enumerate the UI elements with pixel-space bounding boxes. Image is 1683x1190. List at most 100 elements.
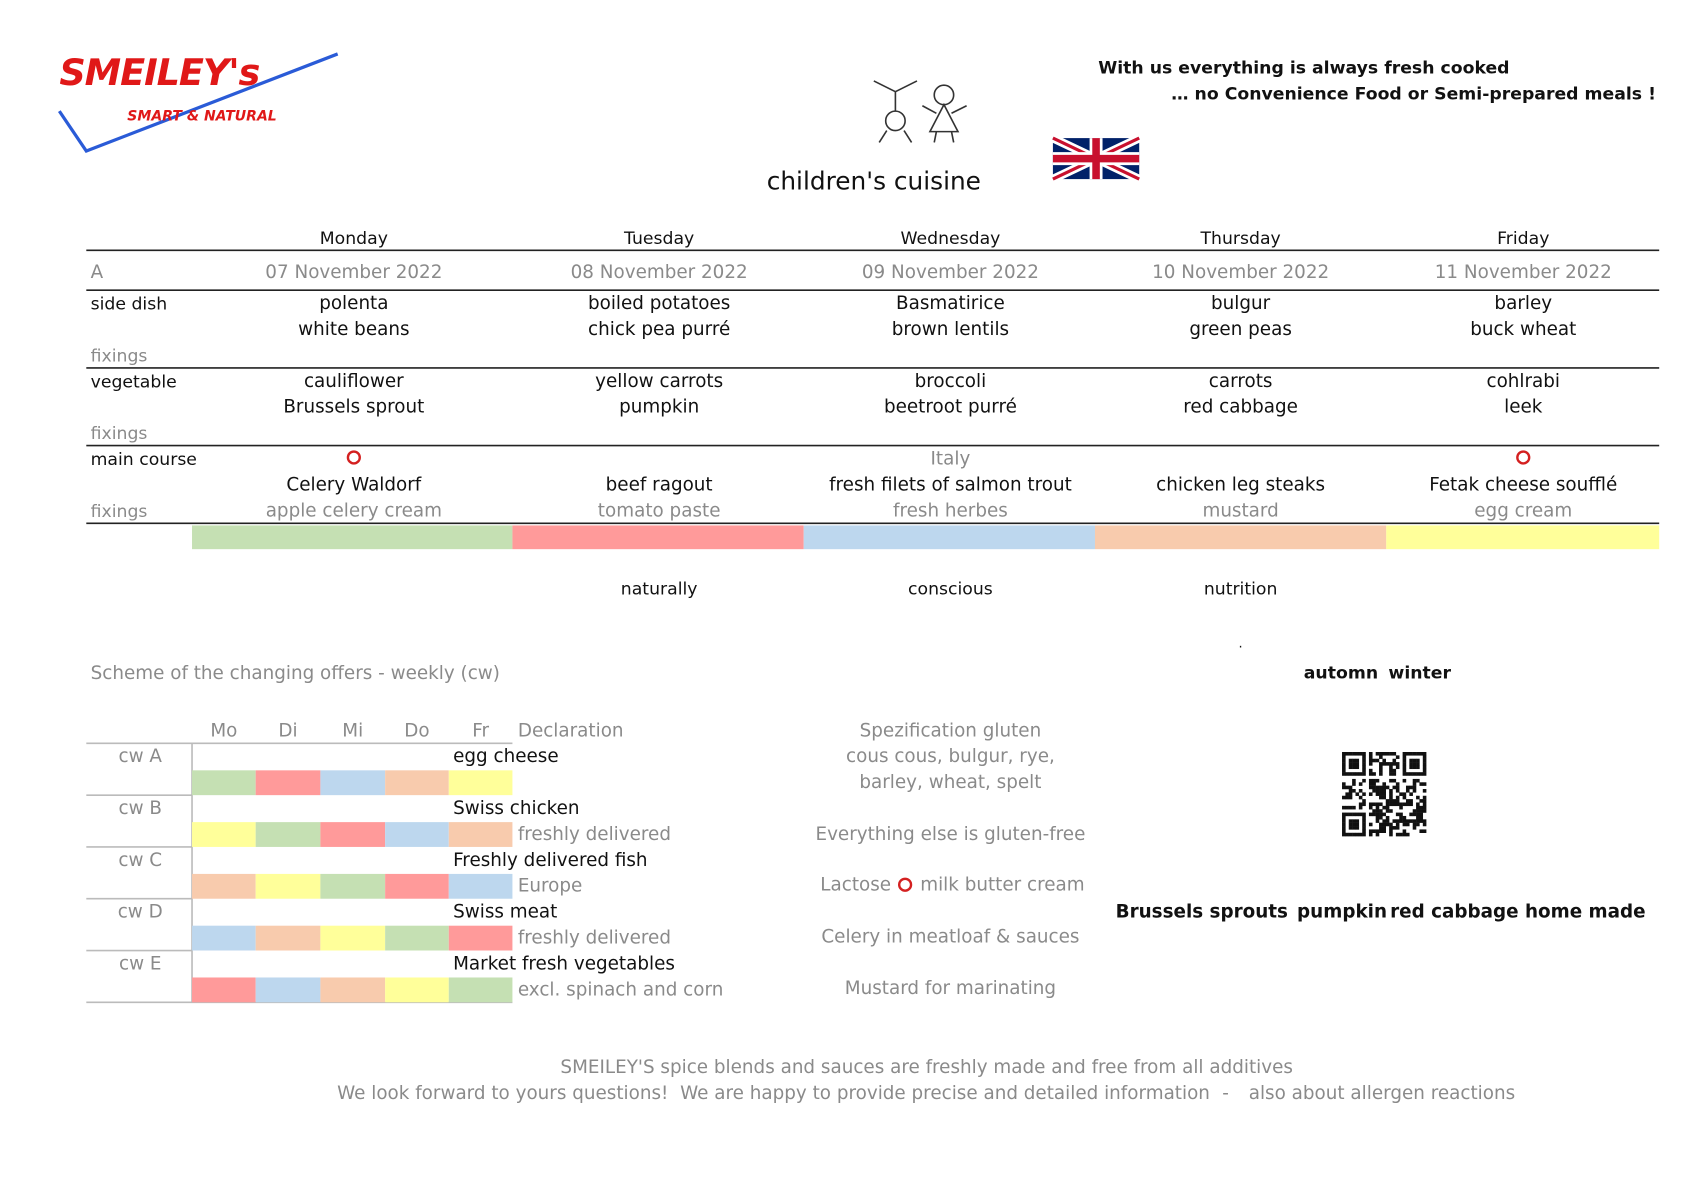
qr-module	[1409, 812, 1413, 817]
keyword: naturally	[620, 578, 698, 599]
vegetable: cauliflower	[303, 370, 404, 393]
qr-module	[1348, 795, 1353, 800]
day-color-bar	[803, 525, 1095, 550]
keyword: nutrition	[1203, 578, 1278, 599]
qr-module	[1342, 822, 1346, 827]
menu-rules	[86, 249, 1660, 525]
qr-module	[1375, 758, 1380, 763]
qr-module	[1372, 772, 1376, 776]
qr-module	[1372, 758, 1376, 763]
qr-module	[1368, 768, 1373, 773]
cw-title: egg cheese	[453, 746, 559, 768]
qr-module	[1375, 802, 1380, 807]
qr-module	[1368, 805, 1373, 810]
qr-module	[1358, 789, 1363, 793]
qr-module	[1399, 832, 1403, 837]
qr-module	[1375, 785, 1380, 790]
scheme-header: Declaration	[517, 720, 624, 742]
qr-module	[1395, 832, 1400, 837]
cw-color-cell	[385, 873, 449, 899]
qr-module	[1362, 812, 1366, 817]
qr-module	[1379, 785, 1383, 790]
qr-module	[1422, 772, 1427, 776]
qr-module	[1422, 799, 1427, 803]
qr-module	[1392, 758, 1397, 763]
qr-module	[1352, 782, 1356, 786]
qr-module	[1348, 812, 1353, 817]
cw-color-cell	[385, 977, 449, 1003]
footer-text: -	[1222, 1082, 1229, 1105]
footer-text: We look forward to yours questions!	[337, 1082, 669, 1105]
qr-module	[1358, 812, 1363, 817]
qr-module	[1419, 772, 1424, 776]
qr-module	[1379, 765, 1383, 770]
qr-module	[1375, 829, 1380, 833]
qr-module	[1382, 789, 1386, 793]
qr-module	[1395, 762, 1400, 766]
qr-module	[1368, 812, 1373, 817]
qr-module	[1379, 829, 1383, 833]
qr-module	[1355, 762, 1360, 766]
qr-module	[1416, 772, 1420, 776]
qr-module	[1399, 792, 1403, 796]
qr-module	[1412, 762, 1417, 766]
qr-module	[1348, 805, 1353, 810]
qr-module	[1416, 751, 1420, 756]
qr-module	[1342, 765, 1346, 770]
qr-module	[1352, 789, 1356, 793]
qr-module	[1409, 799, 1413, 803]
qr-module	[1402, 758, 1407, 763]
qr-module	[1389, 751, 1393, 756]
qr-module	[1409, 785, 1413, 790]
qr-module	[1382, 782, 1386, 786]
uk-flag	[1051, 134, 1142, 183]
title: children's cuisine	[766, 167, 981, 196]
cw-color-cell	[320, 822, 386, 847]
qr-module	[1342, 762, 1346, 766]
qr-module	[1395, 822, 1400, 827]
week-label: A	[90, 261, 104, 284]
date: 09 November 2022	[861, 261, 1039, 284]
qr-module	[1392, 826, 1397, 830]
cw-color-cell	[192, 873, 256, 899]
qr-module	[1342, 832, 1346, 837]
qr-module	[1342, 812, 1346, 817]
qr-module	[1422, 829, 1427, 833]
cw-label: cw D	[117, 901, 163, 923]
qr-module	[1375, 819, 1380, 823]
qr-module	[1352, 758, 1356, 763]
qr-module	[1392, 799, 1397, 803]
qr-module	[1412, 789, 1417, 793]
qr-module	[1355, 819, 1360, 823]
qr-module	[1422, 751, 1427, 756]
qr-module	[1395, 789, 1400, 793]
main-fixings: fresh herbes	[893, 500, 1008, 522]
qr-module	[1382, 829, 1386, 833]
qr-module	[1402, 829, 1407, 833]
qr-module	[1382, 762, 1386, 766]
cw-color-cell	[320, 925, 386, 951]
qr-module	[1412, 751, 1417, 756]
qr-module	[1352, 826, 1356, 830]
qr-module	[1352, 805, 1356, 810]
qr-module	[1368, 802, 1373, 807]
day-name: Wednesday	[900, 227, 1001, 249]
qr-module	[1358, 782, 1363, 786]
cw-color-cell	[448, 873, 513, 899]
qr-module	[1348, 758, 1353, 763]
qr-module	[1352, 751, 1356, 756]
qr-module	[1348, 765, 1353, 770]
qr-module	[1395, 795, 1400, 800]
qr-module	[1385, 802, 1390, 807]
qr-module	[1352, 778, 1356, 783]
qr-module	[1422, 782, 1427, 786]
vegetable: red cabbage	[1183, 396, 1298, 419]
qr-module	[1392, 762, 1397, 766]
qr-module	[1416, 795, 1420, 800]
qr-module	[1389, 826, 1393, 830]
qr-module	[1348, 762, 1353, 766]
cw-label: cw A	[118, 746, 162, 768]
qr-module	[1358, 795, 1363, 800]
cw-title: Freshly delivered fish	[453, 849, 648, 872]
main-fixings: mustard	[1202, 500, 1279, 522]
